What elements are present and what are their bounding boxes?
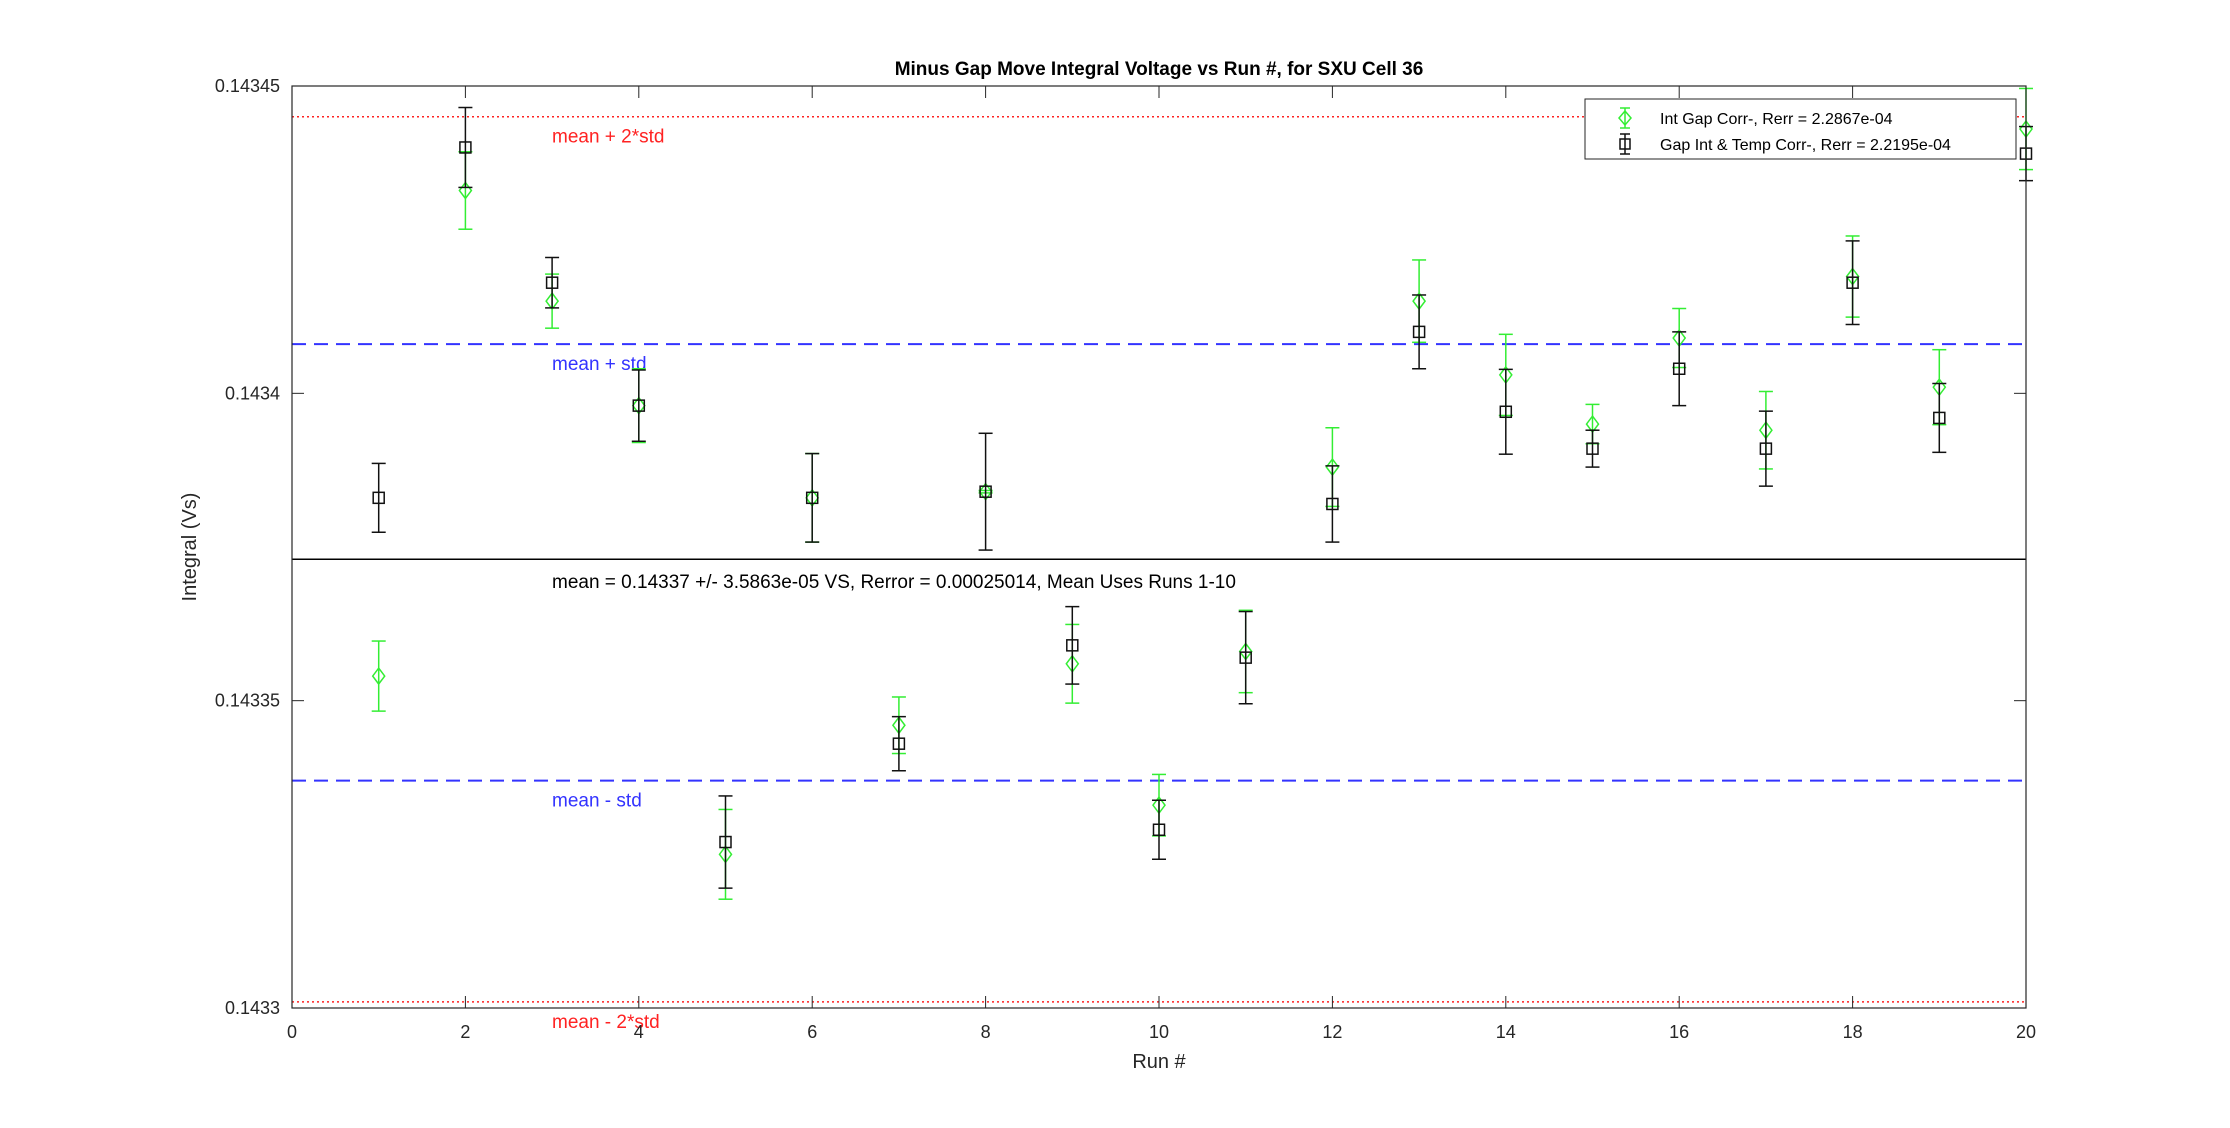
data-point-square: [979, 485, 992, 498]
x-tick-label: 20: [2016, 1022, 2036, 1042]
x-tick-label: 18: [1843, 1022, 1863, 1042]
y-tick-label: 0.14335: [215, 691, 280, 711]
data-point-square: [1066, 639, 1079, 652]
data-point-square: [1326, 497, 1339, 511]
x-tick-label: 16: [1669, 1022, 1689, 1042]
data-point-square: [719, 835, 732, 849]
y-axis-label: Integral (Vs): [179, 493, 201, 602]
legend-marker-series-1: [1618, 107, 1632, 129]
data-point-square: [1239, 651, 1252, 664]
x-tick-label: 10: [1149, 1022, 1169, 1042]
data-point-square: [632, 399, 646, 412]
data-point-square: [1759, 442, 1773, 455]
data-point-square: [1933, 411, 1946, 425]
legend: Int Gap Corr-, Rerr = 2.2867e-04 Gap Int…: [1584, 98, 2017, 160]
reference-line-label: mean - std: [552, 791, 642, 812]
axis-ticks: 0 2 4 6 8 10 12 14 16 18 20 0.1433 0.14335 0.1434 0.14…: [215, 76, 2036, 1042]
legend-box: [1584, 98, 2017, 160]
data-point-square: [1412, 325, 1426, 339]
y-tick-label: 0.1434: [225, 383, 280, 403]
x-tick-label: 4: [634, 1022, 644, 1042]
legend-label-series-2: Gap Int & Temp Corr-, Rerr = 2.2195e-04: [1660, 137, 1951, 154]
chart-title: Minus Gap Move Integral Voltage vs Run #…: [895, 59, 1424, 80]
y-tick-label: 0.1433: [225, 998, 280, 1018]
data-point-square: [1586, 442, 1599, 455]
reference-line-label: mean + std: [552, 354, 647, 375]
data-point-square: [1152, 823, 1166, 836]
x-tick-label: 12: [1322, 1022, 1342, 1042]
data-point-square: [805, 491, 819, 505]
data-point-square: [1499, 405, 1513, 419]
y-tick-label: 0.14345: [215, 76, 280, 96]
legend-label-series-1: Int Gap Corr-, Rerr = 2.2867e-04: [1660, 111, 1893, 128]
data-point-diamond: [545, 291, 560, 311]
data-point-square: [459, 141, 472, 154]
x-tick-label: 14: [1496, 1022, 1516, 1042]
series-layer: [371, 87, 2033, 900]
data-point-square: [545, 276, 559, 289]
x-axis-label: Run #: [1132, 1051, 1186, 1073]
plot-area: [292, 86, 2026, 1008]
x-tick-label: 6: [807, 1022, 817, 1042]
series-2: [371, 106, 2033, 889]
stats-annotation: mean = 0.14337 +/- 3.5863e-05 VS, Rerror…: [552, 572, 1236, 593]
reference-line-label: mean - 2*std: [552, 1012, 660, 1033]
data-point-square: [372, 491, 385, 505]
legend-marker-series-2: [1619, 133, 1631, 155]
reference-line-label: mean + 2*std: [552, 127, 665, 148]
x-tick-label: 2: [460, 1022, 470, 1042]
x-tick-label: 0: [287, 1022, 297, 1042]
x-tick-label: 8: [981, 1022, 991, 1042]
data-point-diamond: [371, 666, 386, 686]
data-point-square: [1672, 362, 1686, 375]
data-point-square: [892, 737, 906, 750]
data-point-square: [1846, 276, 1859, 289]
